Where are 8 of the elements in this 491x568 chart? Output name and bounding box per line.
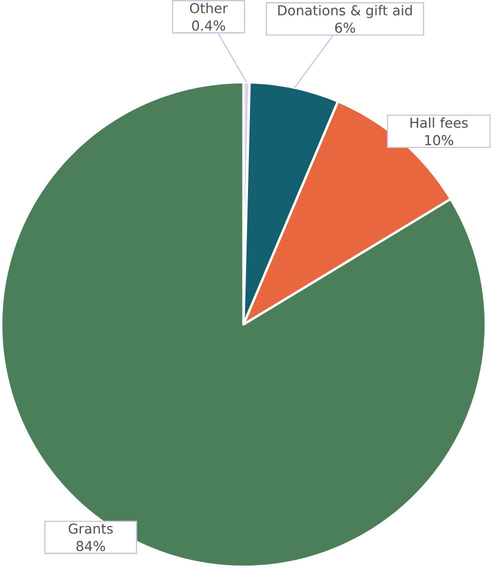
data-label: 84% (76, 540, 106, 552)
slice-label: Grants (68, 523, 113, 534)
slice-label: Hall fees (410, 117, 468, 128)
data-label: 6% (335, 22, 356, 33)
slice-label: Donations & gift aid (278, 4, 412, 18)
slice-label: Other (190, 2, 228, 14)
data-label: 10% (425, 134, 454, 146)
data-label: 0.4% (192, 20, 226, 31)
